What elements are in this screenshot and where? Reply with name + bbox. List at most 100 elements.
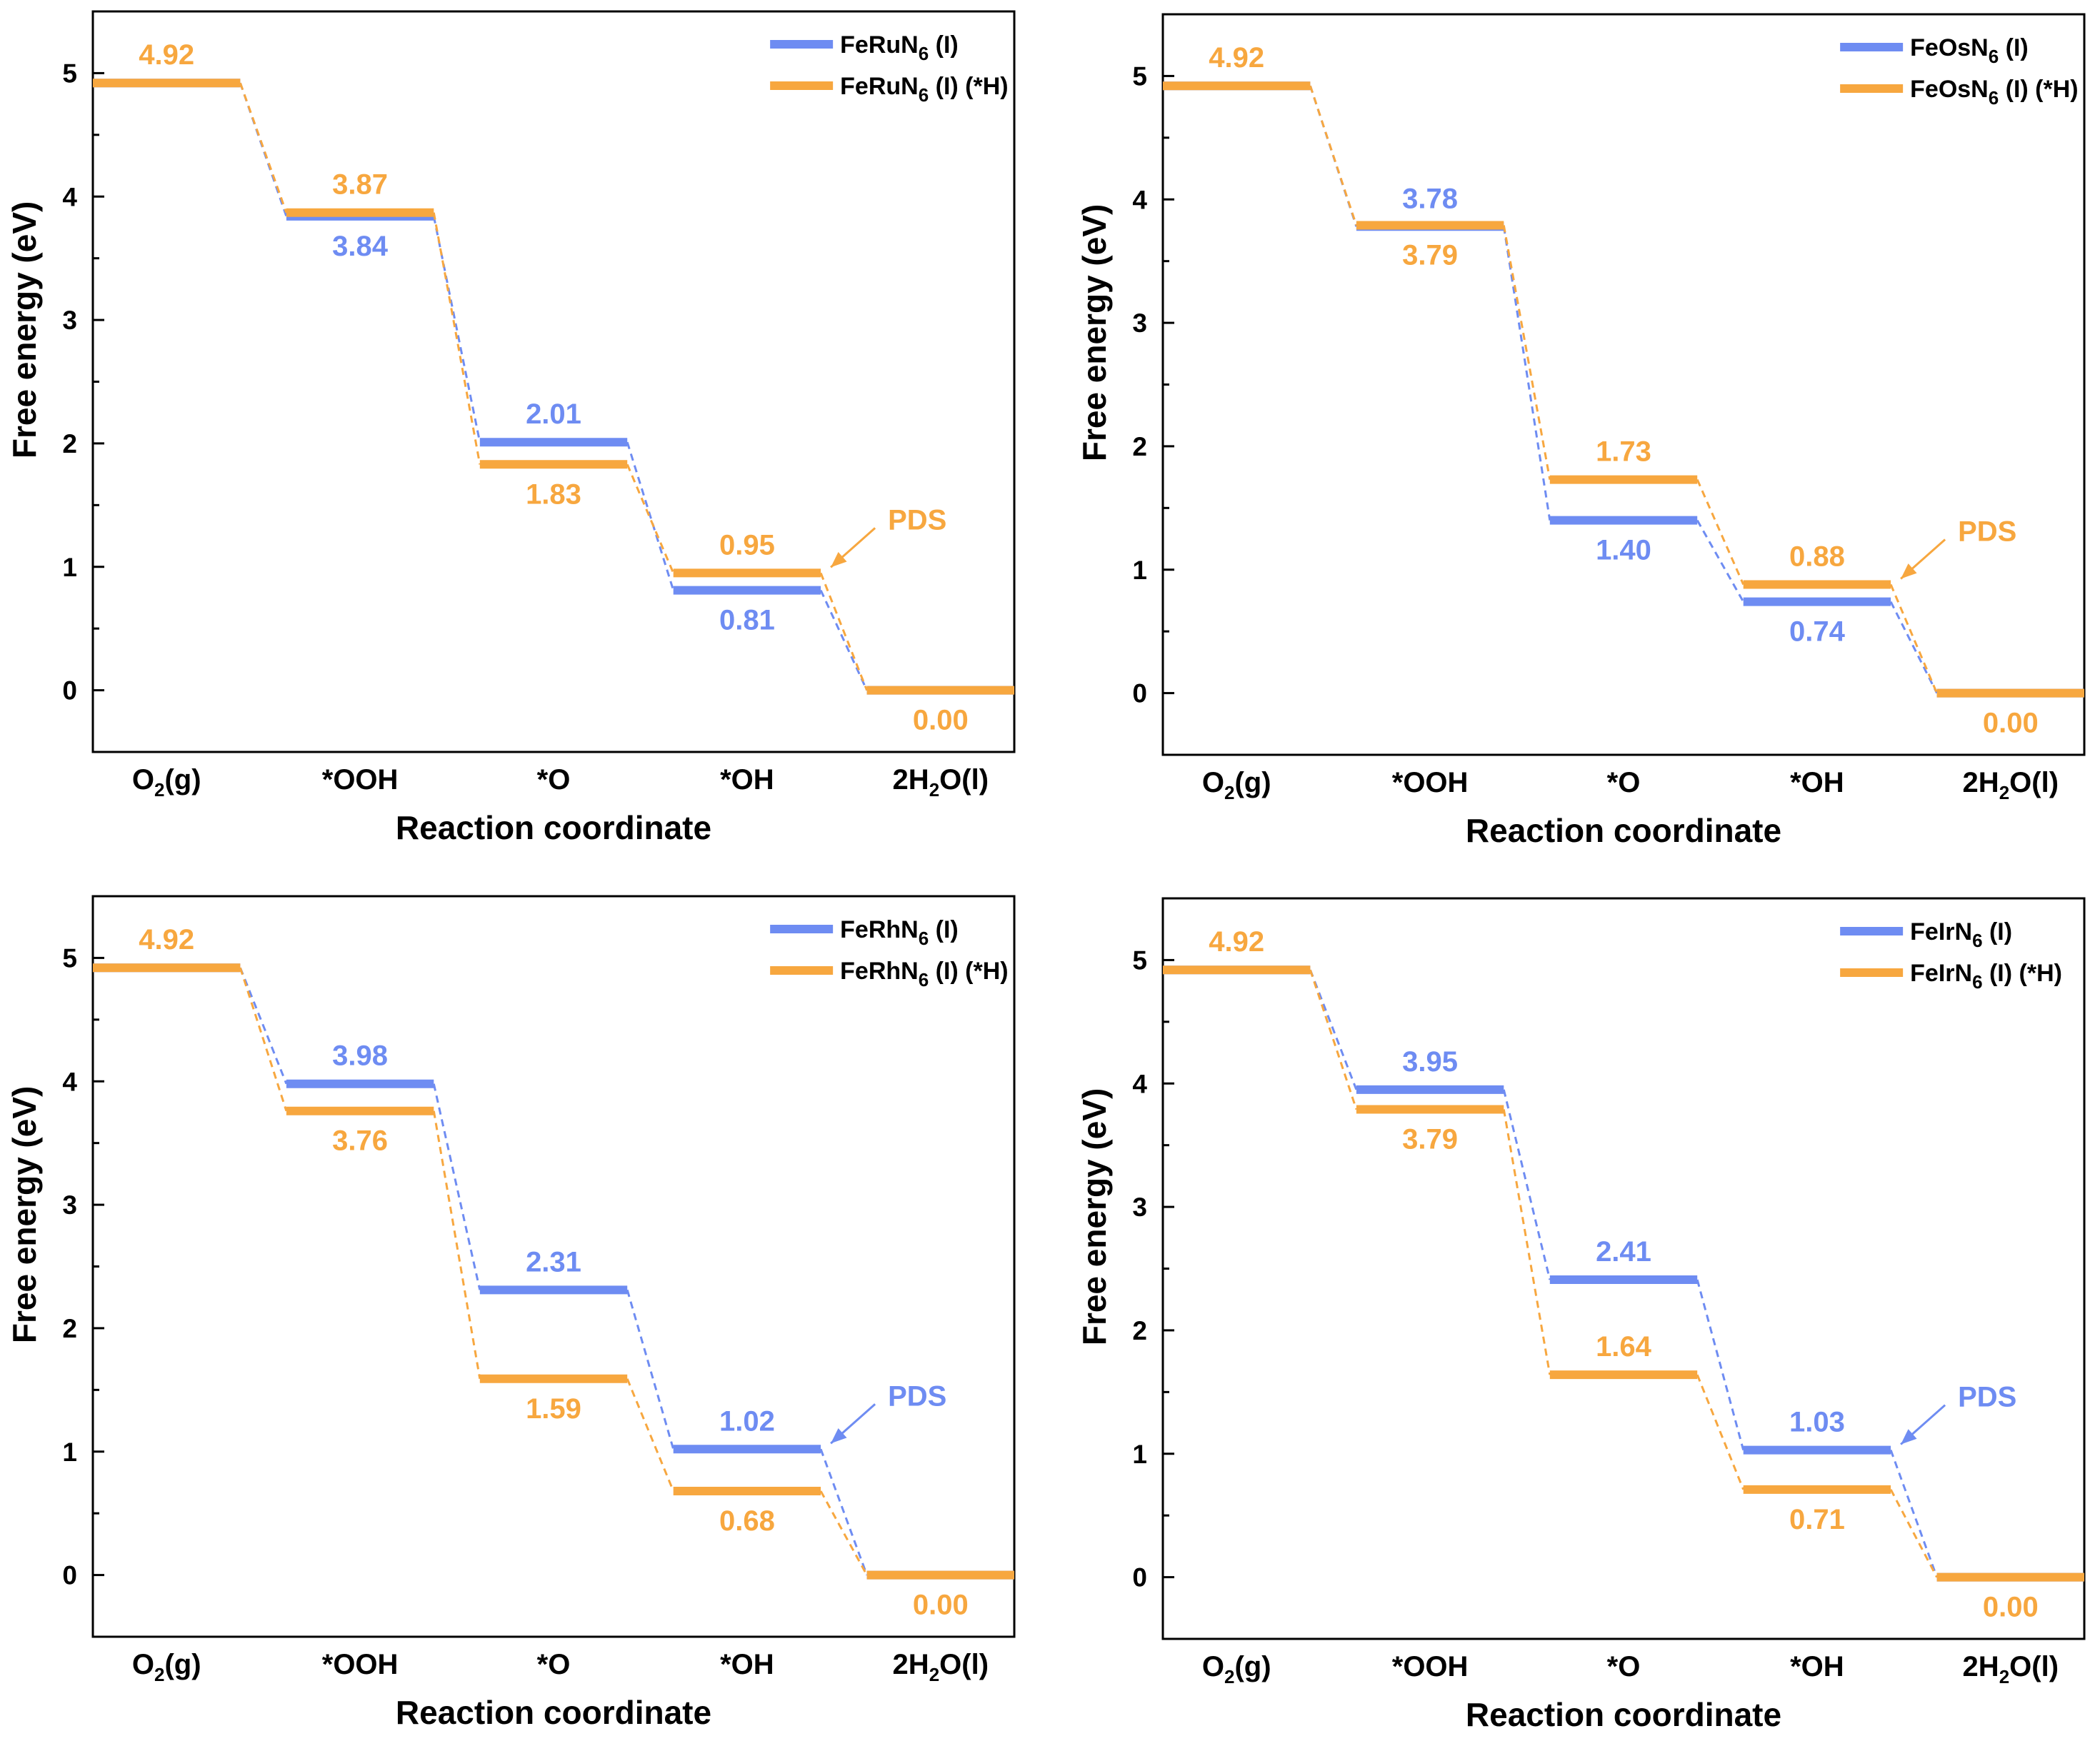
value-label: 4.92 <box>139 39 194 71</box>
x-category-label: *OH <box>720 1649 774 1680</box>
connector-line <box>626 463 675 573</box>
x-category-label: 2H2O(l) <box>1963 767 2059 803</box>
connector-line <box>1309 969 1358 1110</box>
legend: FeRuN6 (I) FeRuN6 (I) (*H) <box>770 31 1009 106</box>
connector-line <box>819 572 868 691</box>
connector-line <box>239 967 288 1085</box>
pds-label: PDS <box>888 504 946 536</box>
y-tick-label: 3 <box>62 306 77 335</box>
y-tick-label: 4 <box>1132 185 1147 214</box>
value-label: 0.95 <box>719 529 775 561</box>
x-category-label: *OH <box>720 764 774 796</box>
x-category-label: *O <box>537 1649 571 1680</box>
y-tick-label: 0 <box>1132 1563 1147 1592</box>
y-tick-label: 2 <box>62 1314 77 1343</box>
pds-arrowhead <box>831 1428 847 1444</box>
x-category-label: *O <box>1607 1651 1641 1682</box>
series-2: 4.92 3.79 1.64 0.71 0.00 <box>1163 926 2084 1623</box>
x-axis-title: Reaction coordinate <box>396 1694 711 1731</box>
plot-frame <box>91 10 1016 753</box>
series-1: 3.98 2.31 1.02 <box>93 963 1014 1580</box>
value-label: 2.01 <box>526 398 581 430</box>
plot-frame <box>1161 13 2086 756</box>
series-2: 4.92 3.79 1.73 0.88 0.00 <box>1163 42 2084 739</box>
x-axis-title: Reaction coordinate <box>1466 1696 1781 1733</box>
legend: FeIrN6 (I) FeIrN6 (I) (*H) <box>1840 918 2062 993</box>
x-category-label: *OOH <box>322 1649 399 1680</box>
x-category-label: *OOH <box>322 764 399 796</box>
chart-panel-1: 0 1 2 3 4 5 O2(g) *OOH *O *OH 2H2O(l) Reaction coor… <box>6 10 1016 846</box>
pds-label: PDS <box>1958 1382 2016 1413</box>
legend-label: FeRhN6 (I) <box>840 916 959 949</box>
connector-line <box>1889 601 1938 694</box>
x-category-label: *OH <box>1790 1651 1844 1682</box>
value-label: 3.76 <box>332 1125 388 1157</box>
y-tick-label: 0 <box>62 1561 77 1590</box>
series-1: 3.84 2.01 0.81 <box>93 79 1014 695</box>
pds-annotation: PDS <box>1900 516 2016 580</box>
series-1: 3.78 1.40 0.74 <box>1163 81 2084 698</box>
connector-line <box>819 1490 868 1576</box>
legend-label: FeRuN6 (I) (*H) <box>840 73 1008 106</box>
pds-label: PDS <box>1958 516 2016 547</box>
pds-label: PDS <box>888 1380 946 1412</box>
y-tick-label: 3 <box>1132 308 1147 338</box>
chart-panel-3: 0 1 2 3 4 5 O2(g) *OOH *O *OH 2H2O(l) Reaction coor… <box>6 895 1016 1731</box>
value-label: 3.84 <box>332 231 389 262</box>
x-category-label: 2H2O(l) <box>893 764 989 801</box>
connector-line <box>626 1378 675 1492</box>
x-category-label: 2H2O(l) <box>893 1649 989 1685</box>
legend: FeRhN6 (I) FeRhN6 (I) (*H) <box>770 916 1009 990</box>
x-category-label: O2(g) <box>1202 767 1271 803</box>
value-label: 1.59 <box>526 1393 581 1425</box>
value-label: 0.74 <box>1789 616 1846 648</box>
y-tick-label: 3 <box>1132 1193 1147 1222</box>
y-tick-label: 0 <box>62 676 77 706</box>
value-label: 1.73 <box>1596 436 1651 468</box>
value-label: 0.00 <box>1983 708 2039 739</box>
connector-line <box>819 589 868 691</box>
pds-arrowhead <box>1901 1429 1917 1445</box>
connector-line <box>1696 1374 1745 1490</box>
legend: FeOsN6 (I) FeOsN6 (I) (*H) <box>1840 34 2079 109</box>
value-label: 0.00 <box>1983 1592 2039 1623</box>
x-category-label: *O <box>1607 767 1641 798</box>
series-2: 4.92 3.76 1.59 0.68 0.00 <box>93 924 1014 1621</box>
value-label: 0.68 <box>719 1505 775 1537</box>
y-axis-title: Free energy (eV) <box>1076 204 1113 461</box>
connector-line <box>1502 226 1551 521</box>
connector-line <box>1889 1450 1939 1578</box>
pds-arrowhead <box>831 552 847 568</box>
value-label: 3.78 <box>1402 183 1458 214</box>
value-label: 3.87 <box>332 169 388 201</box>
connector-line <box>239 967 288 1112</box>
value-label: 4.92 <box>139 924 194 955</box>
connector-line <box>1696 1279 1745 1450</box>
y-tick-label: 1 <box>1132 1440 1147 1469</box>
y-tick-label: 1 <box>1132 556 1147 585</box>
connector-line <box>1889 583 1938 694</box>
x-category-label: O2(g) <box>132 764 201 801</box>
y-tick-label: 5 <box>1132 945 1147 975</box>
x-category-label: *OOH <box>1392 767 1469 798</box>
pds-annotation: PDS <box>830 1380 946 1445</box>
value-label: 0.81 <box>719 605 775 636</box>
connector-line <box>1696 519 1745 603</box>
y-tick-label: 3 <box>62 1190 77 1220</box>
connector-line <box>1889 1489 1938 1578</box>
connector-line <box>626 1289 675 1450</box>
y-tick-label: 1 <box>62 1438 77 1467</box>
y-tick-label: 2 <box>1132 1316 1147 1345</box>
pds-annotation: PDS <box>1900 1382 2016 1445</box>
y-tick-label: 1 <box>62 553 77 582</box>
x-category-label: O2(g) <box>1202 1651 1271 1687</box>
value-label: 0.00 <box>913 1590 969 1621</box>
value-label: 3.79 <box>1402 1124 1458 1155</box>
value-label: 2.31 <box>526 1246 581 1278</box>
y-axis-title: Free energy (eV) <box>1076 1088 1113 1345</box>
connector-line <box>239 82 288 214</box>
value-label: 4.92 <box>1209 42 1264 74</box>
y-tick-label: 2 <box>62 429 77 458</box>
value-label: 1.40 <box>1596 535 1651 566</box>
